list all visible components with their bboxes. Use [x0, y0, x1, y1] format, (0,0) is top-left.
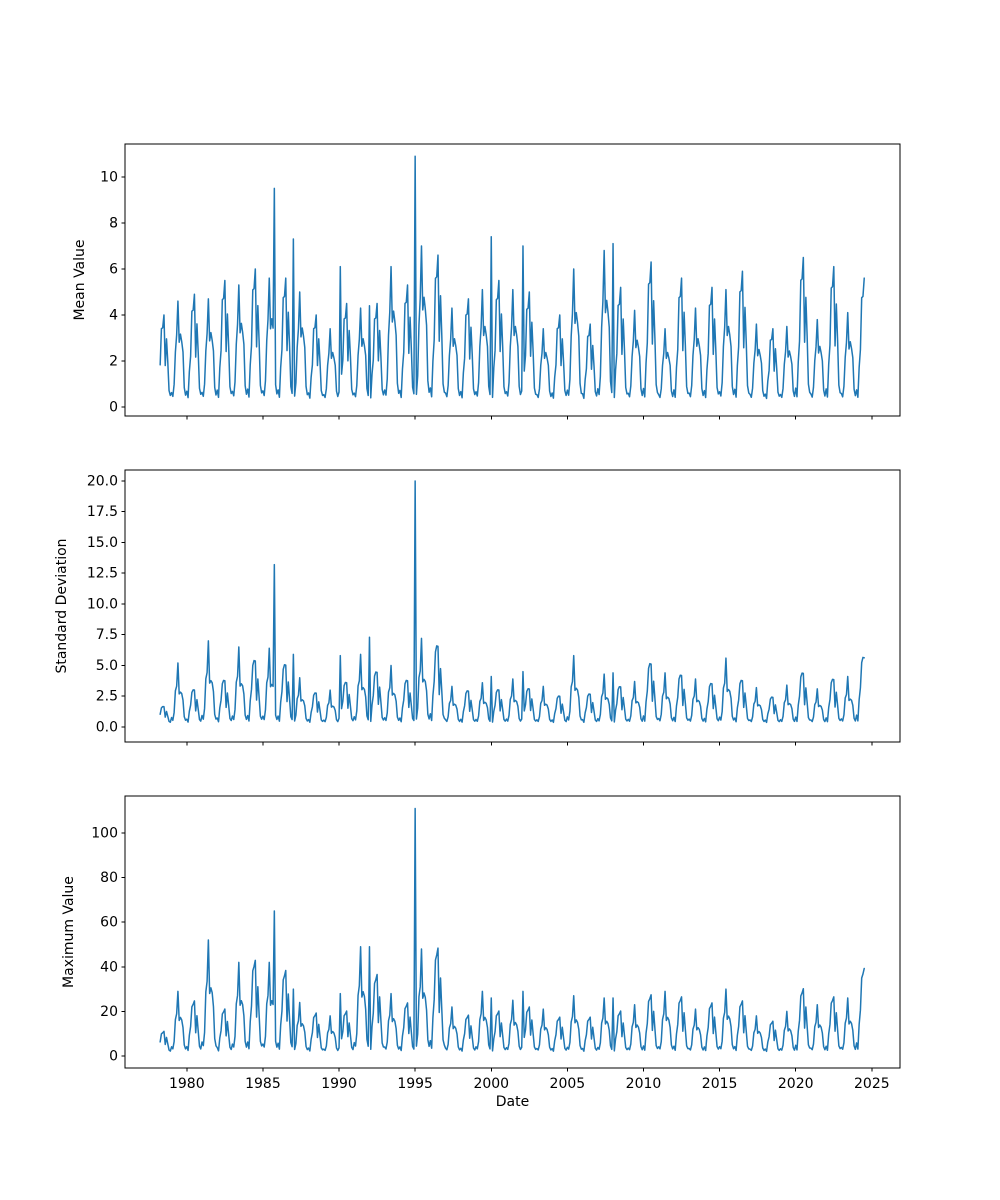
series-line-max	[159, 807, 865, 1053]
y-tick-label: 20	[100, 1004, 118, 1020]
x-tick-label: 2010	[626, 1076, 662, 1092]
y-tick-label: 4	[109, 307, 118, 323]
x-tick-label: 1990	[321, 1076, 357, 1092]
y-axis-label: Mean Value	[72, 239, 88, 320]
y-tick-label: 15.0	[87, 535, 118, 551]
y-tick-label: 60	[100, 915, 118, 931]
y-tick-label: 0.0	[96, 719, 118, 735]
y-tick-label: 2	[109, 353, 118, 369]
y-tick-label: 2.5	[96, 689, 118, 705]
y-tick-label: 80	[100, 870, 118, 886]
y-tick-label: 20.0	[87, 473, 118, 489]
x-tick-label: 2025	[854, 1076, 890, 1092]
x-tick-label: 2000	[473, 1076, 509, 1092]
y-tick-label: 12.5	[87, 566, 118, 582]
axes-spine	[124, 143, 901, 417]
x-tick-label: 2015	[702, 1076, 738, 1092]
x-tick-label: 2005	[550, 1076, 586, 1092]
y-axis-label: Standard Deviation	[54, 538, 70, 673]
y-tick-label: 17.5	[87, 504, 118, 520]
y-tick-label: 7.5	[96, 627, 118, 643]
axes-spine	[124, 795, 901, 1069]
y-axis-label: Maximum Value	[61, 876, 77, 988]
x-tick-label: 1995	[397, 1076, 433, 1092]
x-tick-label: 1980	[169, 1076, 205, 1092]
y-tick-label: 100	[91, 825, 118, 841]
series-line-mean	[159, 155, 865, 400]
y-tick-label: 40	[100, 959, 118, 975]
y-tick-label: 8	[109, 215, 118, 231]
y-tick-label: 0	[109, 400, 118, 416]
x-tick-label: 1985	[245, 1076, 281, 1092]
x-axis-label: Date	[496, 1094, 529, 1110]
y-tick-label: 10.0	[87, 596, 118, 612]
series-line-std	[159, 480, 865, 724]
axes-spine	[124, 469, 901, 743]
y-tick-label: 6	[109, 261, 118, 277]
x-tick-label: 2020	[778, 1076, 814, 1092]
y-tick-label: 0	[109, 1048, 118, 1064]
y-tick-label: 10	[100, 169, 118, 185]
y-tick-label: 5.0	[96, 658, 118, 674]
